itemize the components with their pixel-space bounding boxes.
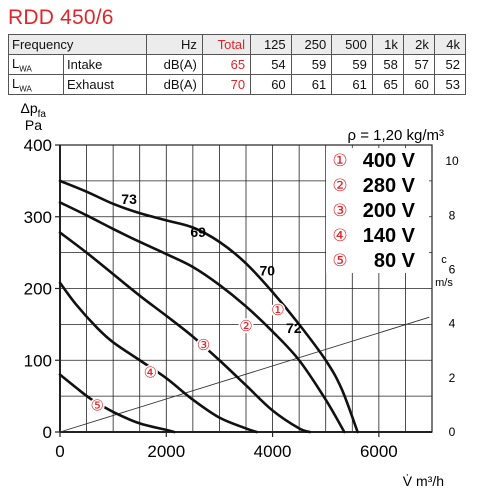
row-unit: dB(A) xyxy=(146,74,203,95)
x-tick-label: 0 xyxy=(55,442,64,461)
sound-level-label: 70 xyxy=(259,263,275,279)
y-axis-unit: Pa xyxy=(25,117,42,133)
curve-marker-4: ④ xyxy=(144,363,157,381)
right-tick-label: 6 xyxy=(449,263,456,277)
y-axis-label: Δpfa xyxy=(21,100,47,120)
header-2k: 2k xyxy=(402,34,435,55)
right-tick-label: 8 xyxy=(449,208,456,222)
table-row-intake: LWA Intake dB(A) 65 54 59 59 58 57 52 xyxy=(8,54,467,75)
legend-marker-5: ⑤ xyxy=(332,251,347,271)
row-value: 60 xyxy=(402,74,435,95)
table-row-exhaust: LWA Exhaust dB(A) 70 60 61 61 65 60 53 xyxy=(8,74,467,95)
right-tick-label: 2 xyxy=(449,371,456,385)
y-tick-label: 300 xyxy=(24,208,52,227)
sound-level-label: 73 xyxy=(121,191,137,207)
system-line xyxy=(59,316,430,433)
fan-curve-1 xyxy=(58,179,359,434)
header-frequency: Frequency xyxy=(8,34,147,55)
table-header-row: Frequency Hz Total 125 250 500 1k 2k 4k xyxy=(8,34,467,55)
curve-marker-1: ① xyxy=(271,301,284,319)
fan-curve-2 xyxy=(58,201,346,434)
y-tick-label: 0 xyxy=(43,423,52,442)
legend-marker-4: ④ xyxy=(332,226,347,246)
row-total: 70 xyxy=(201,74,252,95)
legend-label-1: 400 V xyxy=(363,150,416,172)
header-250: 250 xyxy=(290,34,333,55)
curve-marker-bg xyxy=(238,318,254,334)
row-label: LWA xyxy=(8,74,64,95)
x-tick-label: 4000 xyxy=(254,442,292,461)
sound-level-label: 72 xyxy=(286,320,302,336)
legend-background xyxy=(326,148,429,273)
legend-marker-3: ③ xyxy=(332,201,347,221)
fan-curve-5 xyxy=(58,373,176,434)
density-note: ρ = 1,20 kg/m³ xyxy=(348,127,445,144)
legend-marker-2: ② xyxy=(332,176,347,196)
legend: ① 400 V ② 280 V ③ 200 V ④ 140 V ⑤ 80 V xyxy=(326,148,429,273)
row-unit: dB(A) xyxy=(146,54,203,75)
header-total: Total xyxy=(201,34,252,55)
fan-curve-3 xyxy=(58,231,312,434)
system-curve-line xyxy=(59,316,430,433)
header-hz: Hz xyxy=(146,34,203,55)
legend-label-4: 140 V xyxy=(363,225,416,247)
row-type: Exhaust xyxy=(63,74,147,95)
curve-marker-bg xyxy=(195,337,211,353)
right-tick-label: 0 xyxy=(449,425,456,439)
legend-marker-1: ① xyxy=(332,151,347,171)
right-axis-label: c xyxy=(441,254,447,266)
right-axis-unit: m/s xyxy=(435,277,453,289)
header-1k: 1k xyxy=(371,34,404,55)
curve-marker-bg xyxy=(270,302,286,318)
x-tick-label: 2000 xyxy=(147,442,185,461)
right-tick-label: 4 xyxy=(449,317,456,331)
row-value: 53 xyxy=(433,74,467,95)
row-value: 61 xyxy=(290,74,333,95)
sound-data-table: Frequency Hz Total 125 250 500 1k 2k 4k … xyxy=(8,34,467,95)
legend-label-2: 280 V xyxy=(363,175,416,197)
curve-marker-2: ② xyxy=(239,317,252,335)
right-tick-label: 10 xyxy=(445,154,459,168)
curves: ① ② ③ ④ ⑤ xyxy=(58,179,359,434)
legend-label-5: 80 V xyxy=(374,250,416,272)
y-tick-label: 200 xyxy=(24,280,52,299)
chart-title: RDD 450/6 xyxy=(8,6,114,29)
curve-marker-3: ③ xyxy=(197,336,210,354)
curve-marker-bg xyxy=(89,397,105,413)
header-4k: 4k xyxy=(433,34,467,55)
y-tick-label: 100 xyxy=(24,351,52,370)
legend-label-3: 200 V xyxy=(363,200,416,222)
chart-text: Δpfa Pa c m/s ρ = 1,20 kg/m³ V̇ m³/h 0 10… xyxy=(21,100,459,489)
curve-marker-5: ⑤ xyxy=(90,396,103,414)
header-500: 500 xyxy=(331,34,373,55)
x-axis-label: V̇ m³/h xyxy=(403,473,444,489)
row-value: 61 xyxy=(331,74,373,95)
curve-marker-bg xyxy=(142,364,158,380)
sound-level-label: 69 xyxy=(190,224,206,240)
x-tick-label: 6000 xyxy=(360,442,398,461)
y-tick-label: 400 xyxy=(24,136,52,155)
row-value: 65 xyxy=(371,74,404,95)
